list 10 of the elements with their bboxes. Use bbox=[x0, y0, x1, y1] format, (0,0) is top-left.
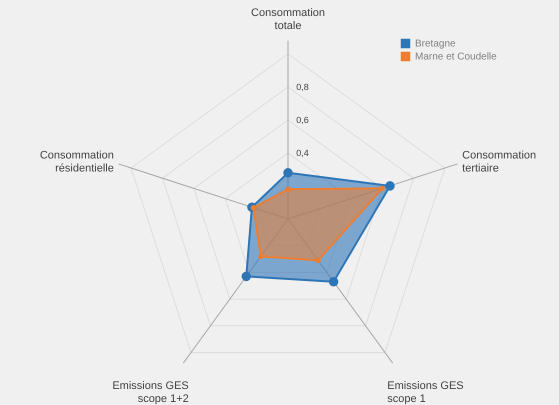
y-tick-label: 0,8 bbox=[296, 82, 309, 92]
legend-label: Marne et Coudelle bbox=[415, 52, 498, 62]
spoke-label: Emissions GES scope 1+2 bbox=[112, 380, 189, 405]
legend-label: Bretagne bbox=[415, 38, 456, 50]
spoke-label: Consommation résidentielle bbox=[40, 149, 114, 174]
spoke-label: Consommation tertiaire bbox=[462, 149, 536, 174]
y-tick-label: 0,6 bbox=[296, 115, 309, 125]
y-tick-label: 0,4 bbox=[296, 148, 309, 158]
spoke-label: Emissions GES scope 1 bbox=[387, 380, 464, 405]
spoke-label: Consommation totale bbox=[251, 6, 325, 32]
